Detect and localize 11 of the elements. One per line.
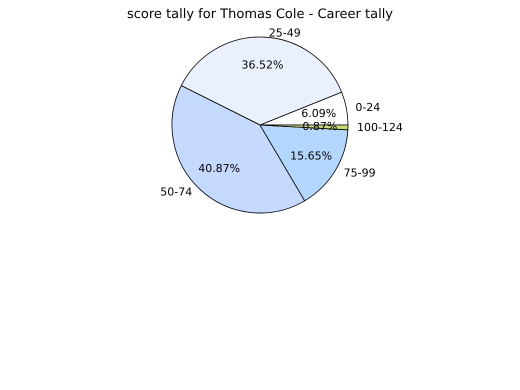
slice-label: 50-74 [160, 186, 192, 199]
slice-label: 75-99 [344, 166, 376, 180]
slice-label: 0-24 [355, 101, 380, 114]
data-label: 6.09% [301, 107, 336, 120]
slice-label: 25-49 [268, 26, 301, 40]
data-label: 15.65% [290, 150, 332, 163]
chart-title: score tally for Thomas Cole - Career tally [126, 7, 394, 22]
data-label: 0.87% [302, 120, 338, 134]
slice-label: 100-124 [356, 121, 403, 134]
data-label: 40.87% [198, 162, 240, 176]
data-label: 36.52% [241, 58, 284, 72]
